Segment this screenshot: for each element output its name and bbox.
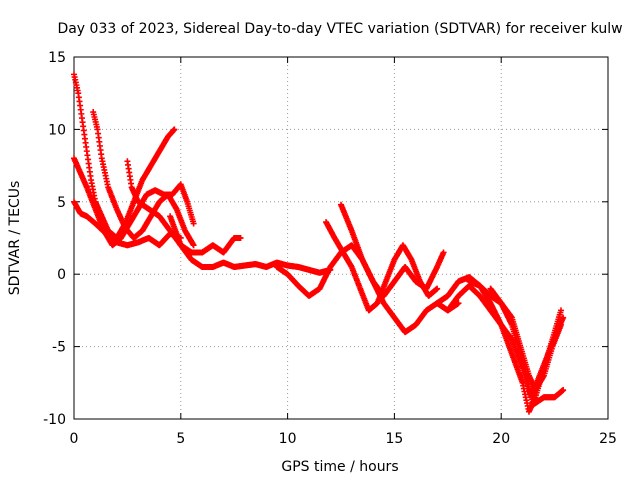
data-point: [558, 307, 565, 314]
series-sat-f: [167, 213, 334, 276]
y-tick-label: 10: [48, 122, 66, 138]
data-point: [190, 220, 197, 227]
series-sat-c: [71, 155, 197, 249]
y-axis-label: SDTVAR / TECUs: [7, 181, 23, 296]
data-point: [237, 235, 244, 241]
plot-frame: [73, 56, 609, 420]
x-axis-label: GPS time / hours: [281, 459, 398, 475]
data-point: [560, 387, 567, 394]
y-tick-label: 0: [57, 267, 66, 283]
series-sat-h: [323, 219, 441, 314]
data-point: [434, 285, 441, 292]
data-point: [560, 314, 567, 321]
x-axis-ticks: 0 5 10 15 20 25: [70, 57, 617, 447]
series-sat-m: [487, 285, 567, 408]
x-tick-label: 15: [385, 431, 403, 447]
data-point: [558, 321, 565, 328]
data-point: [190, 242, 197, 249]
chart-title: Day 033 of 2023, Sidereal Day-to-day VTE…: [57, 21, 622, 37]
x-tick-label: 20: [492, 431, 510, 447]
y-tick-label: -5: [52, 340, 66, 356]
x-tick-label: 5: [176, 431, 185, 447]
data-point: [440, 249, 447, 256]
y-axis-ticks: -10 -5 0 5 10 15: [43, 50, 608, 428]
y-tick-label: -10: [43, 412, 66, 428]
x-tick-label: 10: [279, 431, 297, 447]
series-sat-i: [338, 201, 462, 336]
x-tick-label: 0: [70, 431, 79, 447]
x-tick-label: 25: [599, 431, 617, 447]
data-point: [455, 300, 462, 307]
data-point: [171, 126, 178, 133]
y-tick-label: 5: [57, 195, 66, 211]
data-points: [71, 71, 567, 415]
series-sat-j: [434, 274, 565, 415]
y-tick-label: 15: [48, 50, 66, 66]
